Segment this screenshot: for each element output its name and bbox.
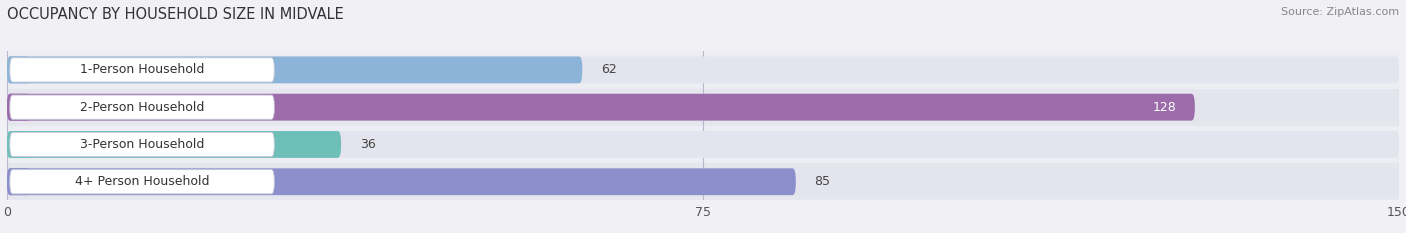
FancyBboxPatch shape	[7, 94, 1399, 121]
Text: OCCUPANCY BY HOUSEHOLD SIZE IN MIDVALE: OCCUPANCY BY HOUSEHOLD SIZE IN MIDVALE	[7, 7, 344, 22]
Text: 36: 36	[360, 138, 375, 151]
FancyBboxPatch shape	[7, 131, 31, 158]
FancyBboxPatch shape	[7, 56, 582, 83]
FancyBboxPatch shape	[7, 56, 31, 83]
FancyBboxPatch shape	[7, 126, 1399, 163]
Text: 128: 128	[1153, 101, 1177, 114]
Text: 2-Person Household: 2-Person Household	[80, 101, 204, 114]
FancyBboxPatch shape	[7, 89, 1399, 126]
Text: 85: 85	[814, 175, 831, 188]
Text: 62: 62	[600, 63, 617, 76]
FancyBboxPatch shape	[7, 51, 1399, 89]
FancyBboxPatch shape	[7, 94, 1195, 121]
FancyBboxPatch shape	[7, 163, 1399, 200]
FancyBboxPatch shape	[10, 58, 274, 82]
FancyBboxPatch shape	[10, 170, 274, 194]
FancyBboxPatch shape	[10, 132, 274, 157]
Text: 3-Person Household: 3-Person Household	[80, 138, 204, 151]
FancyBboxPatch shape	[7, 94, 31, 121]
FancyBboxPatch shape	[7, 168, 1399, 195]
FancyBboxPatch shape	[7, 131, 342, 158]
Text: Source: ZipAtlas.com: Source: ZipAtlas.com	[1281, 7, 1399, 17]
Text: 1-Person Household: 1-Person Household	[80, 63, 204, 76]
FancyBboxPatch shape	[7, 56, 1399, 83]
Text: 4+ Person Household: 4+ Person Household	[75, 175, 209, 188]
FancyBboxPatch shape	[7, 131, 1399, 158]
FancyBboxPatch shape	[7, 168, 796, 195]
FancyBboxPatch shape	[7, 168, 31, 195]
FancyBboxPatch shape	[10, 95, 274, 119]
